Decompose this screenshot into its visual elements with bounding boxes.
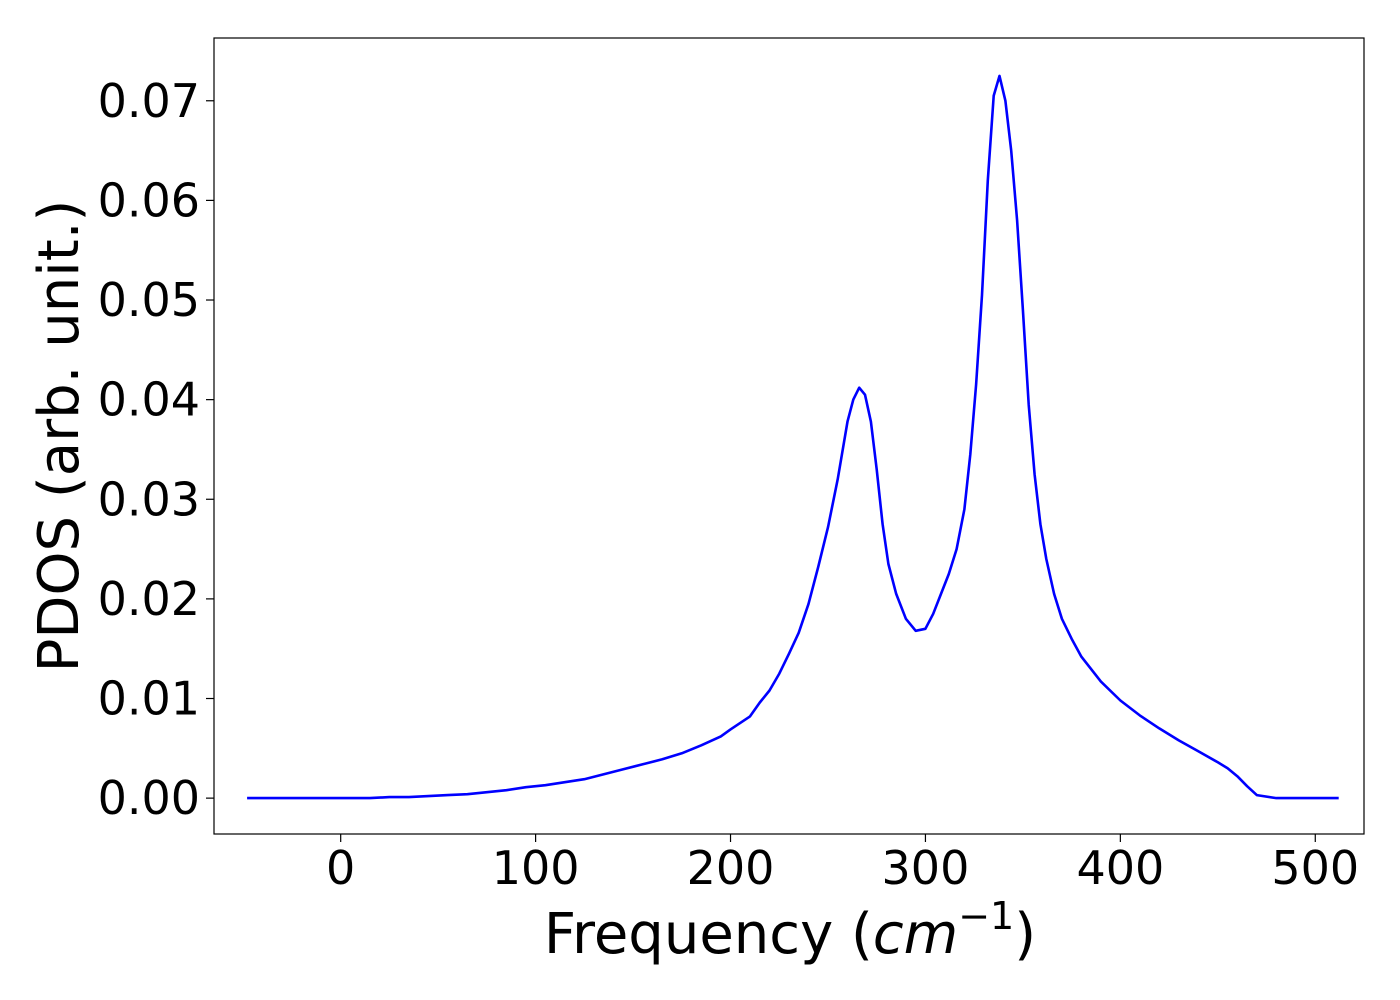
x-tick-label: 200	[687, 841, 775, 895]
pdos-series-line	[247, 74, 1339, 800]
y-axis-label: PDOS (arb. unit.)	[27, 200, 92, 673]
y-tick-label: 0.01	[98, 672, 200, 726]
y-tick-label: 0.06	[98, 173, 200, 227]
y-tick-label: 0.00	[98, 771, 200, 825]
x-axis-label-unit: cm	[873, 902, 958, 967]
x-axis-ticks: 0 100 200 300 400 500	[326, 834, 1359, 895]
y-axis-ticks: 0.00 0.01 0.02 0.03 0.04 0.05 0.06 0.07	[98, 74, 214, 825]
x-tick-label: 500	[1271, 841, 1359, 895]
x-tick-label: 100	[492, 841, 580, 895]
x-axis-label-close: )	[1014, 902, 1036, 967]
x-tick-label: 400	[1076, 841, 1164, 895]
plot-area-frame	[213, 37, 1365, 835]
x-axis-label-exponent: −1	[958, 894, 1014, 938]
y-tick-label: 0.04	[98, 373, 200, 427]
y-tick-label: 0.07	[98, 74, 200, 128]
y-tick-label: 0.02	[98, 572, 200, 626]
y-tick-label: 0.05	[98, 273, 200, 327]
x-axis-label: Frequency (cm−1)	[544, 894, 1036, 967]
y-tick-label: 0.03	[98, 472, 200, 526]
x-tick-label: 300	[882, 841, 970, 895]
x-tick-label: 0	[326, 841, 355, 895]
x-axis-label-text: Frequency (	[544, 902, 873, 967]
